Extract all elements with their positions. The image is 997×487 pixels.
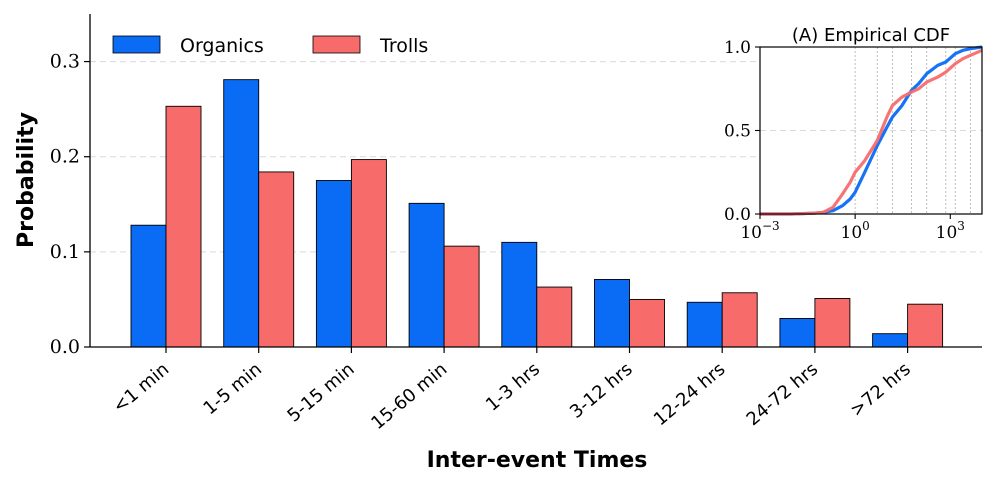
bar-organics [686,301,723,348]
legend-label-organics: Organics [180,35,264,57]
inset-ticks: 0.0 0.5 1.0 10−3 100 103 [724,38,965,243]
legend-label-trolls: Trolls [379,35,428,57]
inset-y-tick-label: 0.5 [724,122,751,142]
bar-trolls [443,245,480,348]
legend: Organics Trolls [112,35,428,57]
bar-organics [501,241,538,348]
y-tick-label: 0.2 [50,146,80,168]
x-tick-label: 3-12 hrs [566,359,637,423]
main-axes [89,14,982,348]
inset-y-tick-label: 1.0 [724,38,751,58]
bar-trolls [350,159,387,348]
bar-organics [130,224,167,348]
x-tick-label: 1-5 min [199,359,265,419]
bar-trolls [814,298,851,348]
y-tick-label: 0.0 [50,336,80,358]
x-tick-label: <1 min [109,359,173,418]
legend-swatch-organics [112,35,161,54]
bar-organics [223,79,260,348]
bar-trolls [258,171,295,348]
inset-y-tick-label: 0.0 [724,205,751,225]
bar-trolls [629,298,665,348]
x-tick-label: 15-60 min [367,359,451,434]
y-axis-label: Probability [14,112,39,248]
inset-title: (A) Empirical CDF [792,25,950,46]
bar-organics [315,180,352,348]
bar-organics [594,278,630,348]
bar-trolls [165,105,202,348]
inset-cdf: 0.0 0.5 1.0 10−3 100 103 (A) Empirical CDF [724,25,983,243]
inset-gridlines [760,47,982,214]
bar-trolls [907,303,944,348]
main-x-ticks: <1 min 1-5 min 5-15 min 15-60 min 1-3 hrs 3-1… [109,347,915,434]
bar-organics [408,202,445,348]
main-y-ticks: 0.0 0.1 0.2 0.3 [50,51,90,358]
inset-x-tick-label: 103 [936,219,965,243]
y-tick-label: 0.1 [50,241,80,263]
bar-organics [779,318,816,348]
inset-x-tick-label: 100 [841,219,870,243]
bar-trolls [536,286,573,348]
y-tick-label: 0.3 [50,51,80,73]
inset-line-trolls [760,48,983,216]
main-bars [130,79,944,348]
legend-swatch-trolls [312,35,361,54]
x-tick-label: 5-15 min [283,359,358,427]
x-tick-label: 24-72 hrs [743,359,823,431]
bar-organics [872,333,909,348]
x-tick-label: >72 hrs [846,359,915,421]
bar-trolls [721,292,758,348]
inset-lines [760,45,983,216]
x-tick-label: 12-24 hrs [650,359,730,431]
inset-x-tick-label: 10−3 [740,219,779,243]
x-tick-label: 1-3 hrs [482,359,544,416]
x-axis-label: Inter-event Times [427,448,648,473]
